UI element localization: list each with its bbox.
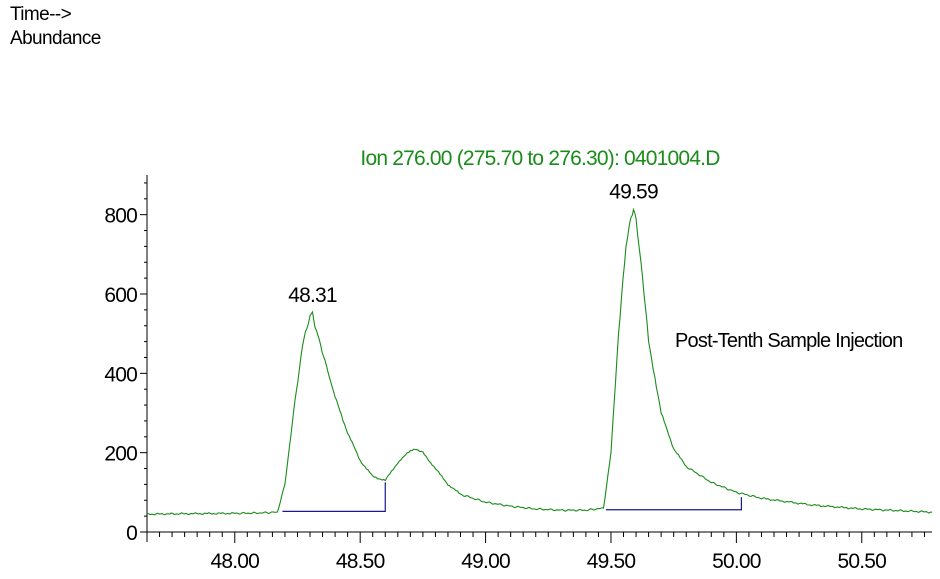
integration-baselines [282, 482, 742, 512]
x-tick-label: 49.00 [461, 550, 510, 573]
y-tick-label: 600 [104, 284, 137, 307]
x-tick-label: 50.00 [712, 550, 761, 573]
y-tick-label: 200 [104, 443, 137, 466]
x-tick-label: 50.50 [837, 550, 886, 573]
peak-labels: 48.31 49.59 [288, 181, 658, 307]
y-axis-unit-label: Abundance [10, 28, 101, 49]
integration-baseline [282, 482, 386, 512]
x-tick-label: 48.50 [336, 550, 385, 573]
axes: 0 200 400 600 800 48.00 48.50 49.00 49.50 50.00 50… [104, 175, 932, 573]
integration-baseline [605, 497, 742, 511]
chromatogram-trace [146, 207, 933, 516]
peak-retention-label: 49.59 [609, 181, 658, 204]
y-tick-label: 400 [104, 363, 137, 386]
peak-retention-label: 48.31 [288, 284, 337, 307]
x-tick-label: 48.00 [210, 550, 259, 573]
chart-title: Ion 276.00 (275.70 to 276.30): 0401004.D [360, 147, 720, 170]
y-tick-label: 0 [126, 522, 137, 545]
y-tick-label: 800 [104, 205, 137, 228]
x-axis-unit-label: Time--> [10, 4, 72, 25]
x-tick-label: 49.50 [587, 550, 636, 573]
sample-annotation: Post-Tenth Sample Injection [675, 330, 902, 352]
